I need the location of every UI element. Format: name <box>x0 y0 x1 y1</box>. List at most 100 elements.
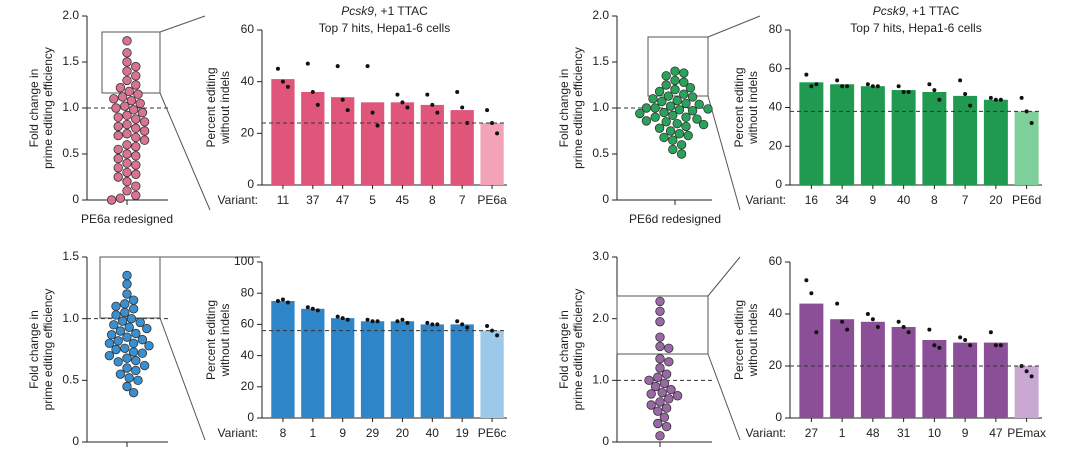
replicate-point <box>315 102 320 107</box>
replicate-point <box>901 325 906 329</box>
replicate-point <box>345 108 350 113</box>
y-tick-label: 3.0 <box>592 249 609 263</box>
replicate-point <box>988 95 993 100</box>
replicate-point <box>845 84 850 89</box>
data-point <box>117 92 128 102</box>
data-point <box>131 151 141 161</box>
x-tick-label: PE6d <box>1012 193 1041 207</box>
replicate-point <box>340 316 345 321</box>
replicate-point <box>305 61 310 66</box>
zoom-connector <box>707 353 741 441</box>
replicate-point <box>988 330 993 335</box>
replicate-point <box>906 90 911 94</box>
replicate-point <box>875 325 880 329</box>
data-point <box>679 68 689 78</box>
data-point <box>674 129 685 139</box>
y-tick-label: 2.0 <box>592 311 609 325</box>
replicate-point <box>365 64 370 69</box>
y-axis-label: without indels <box>746 71 760 145</box>
chart-title: Pcsk9, +1 TTAC <box>341 4 428 18</box>
x-tick-label: 19 <box>456 426 470 440</box>
title-gene: Pcsk9 <box>873 4 906 18</box>
x-tick-label: 47 <box>989 426 1003 440</box>
data-point <box>659 107 669 118</box>
y-tick-label: 60 <box>241 22 255 36</box>
y-axis-label: Percent editing <box>204 300 218 380</box>
x-tick-label: 27 <box>805 426 819 440</box>
zoom-connector <box>159 15 206 33</box>
replicate-point <box>425 92 430 97</box>
replicate-point <box>465 325 470 330</box>
data-point <box>142 323 152 334</box>
data-point <box>124 322 134 333</box>
data-point <box>113 357 123 367</box>
data-point <box>668 135 678 145</box>
bar <box>860 321 885 418</box>
y-tick-label: 40 <box>769 100 783 114</box>
data-point <box>104 350 115 361</box>
y-tick-label: 20 <box>769 358 783 372</box>
data-point <box>139 126 150 136</box>
y-axis-label: prime editing efficiency <box>41 289 55 411</box>
replicate-point <box>875 84 880 89</box>
bar <box>301 308 325 418</box>
data-point <box>664 343 674 353</box>
zoom-connector <box>707 15 761 38</box>
bar <box>301 92 325 185</box>
y-tick-label: 100 <box>234 254 254 268</box>
data-point <box>117 316 128 326</box>
data-point <box>120 101 130 111</box>
data-point <box>131 141 141 152</box>
data-point <box>122 140 132 150</box>
replicate-point <box>425 320 430 325</box>
replicate-point <box>375 319 380 324</box>
data-point <box>657 387 667 398</box>
data-point <box>655 296 665 307</box>
replicate-point <box>804 72 809 77</box>
replicate-point <box>460 322 465 327</box>
replicate-point <box>804 278 809 283</box>
bar <box>271 301 295 418</box>
bar <box>390 102 415 185</box>
replicate-point <box>455 90 460 94</box>
data-point <box>113 112 123 122</box>
data-point <box>659 378 670 389</box>
data-point <box>122 167 132 178</box>
y-axis-label: Percent editing <box>732 67 746 147</box>
replicate-point <box>285 300 290 305</box>
data-point <box>137 107 148 118</box>
data-point <box>648 94 658 104</box>
data-point <box>655 363 665 373</box>
data-point <box>131 169 141 179</box>
replicate-point <box>365 317 370 322</box>
title-gene: Pcsk9 <box>341 4 374 18</box>
replicate-point <box>460 105 465 110</box>
x-tick-label: 9 <box>339 426 346 440</box>
data-point <box>128 105 139 115</box>
data-point <box>131 160 141 170</box>
y-tick-label: 0 <box>72 434 79 448</box>
replicate-point <box>809 291 814 296</box>
data-point <box>139 135 150 145</box>
data-point <box>659 132 669 143</box>
data-point <box>122 289 132 299</box>
x-tick-label: 20 <box>396 426 410 440</box>
replicate-point <box>495 131 500 136</box>
data-point <box>122 48 132 58</box>
data-point <box>133 89 143 99</box>
bar <box>922 92 947 185</box>
replicate-point <box>1029 374 1034 379</box>
y-axis-label: without indels <box>746 304 760 378</box>
data-point <box>681 121 691 132</box>
y-tick-label: 20 <box>769 138 783 152</box>
x-tick-label: 8 <box>429 193 436 207</box>
data-point <box>120 299 130 309</box>
data-point <box>131 181 141 191</box>
data-point <box>122 270 132 281</box>
replicate-point <box>395 319 400 324</box>
data-point <box>655 332 665 342</box>
x-tick-label: 1 <box>839 426 846 440</box>
data-point <box>672 95 682 106</box>
x-tick-label: 8 <box>931 193 938 207</box>
y-axis-label: prime editing efficiency <box>571 289 585 411</box>
